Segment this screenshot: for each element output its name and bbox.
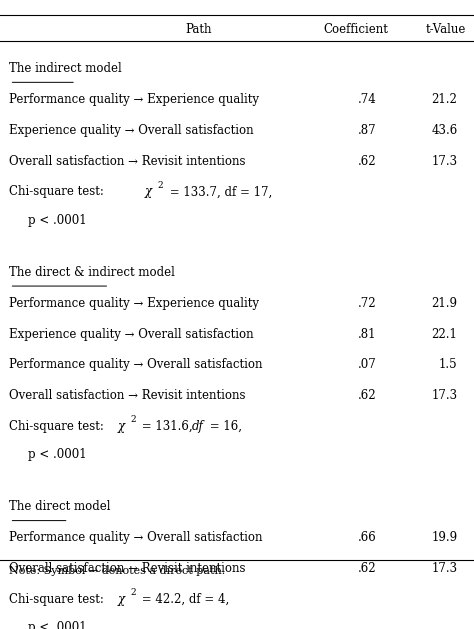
Text: Experience quality → Overall satisfaction: Experience quality → Overall satisfactio… xyxy=(9,328,254,340)
Text: .66: .66 xyxy=(358,532,377,544)
Text: Performance quality → Experience quality: Performance quality → Experience quality xyxy=(9,297,259,309)
Text: Chi-square test:: Chi-square test: xyxy=(9,186,119,198)
Text: p < .0001: p < .0001 xyxy=(28,214,87,227)
Text: t-Value: t-Value xyxy=(425,23,466,36)
Text: χ: χ xyxy=(118,593,125,606)
Text: χ: χ xyxy=(145,186,152,198)
Text: Experience quality → Overall satisfaction: Experience quality → Overall satisfactio… xyxy=(9,124,254,136)
Text: Performance quality → Experience quality: Performance quality → Experience quality xyxy=(9,93,259,106)
Text: The direct & indirect model: The direct & indirect model xyxy=(9,266,175,279)
Text: .62: .62 xyxy=(358,389,377,402)
Text: .07: .07 xyxy=(358,359,377,371)
Text: Overall satisfaction → Revisit intentions: Overall satisfaction → Revisit intention… xyxy=(9,562,246,575)
Text: 21.9: 21.9 xyxy=(431,297,457,309)
Text: Performance quality → Overall satisfaction: Performance quality → Overall satisfacti… xyxy=(9,359,263,371)
Text: Overall satisfaction → Revisit intentions: Overall satisfaction → Revisit intention… xyxy=(9,389,246,402)
Text: Overall satisfaction → Revisit intentions: Overall satisfaction → Revisit intention… xyxy=(9,155,246,167)
Text: 21.2: 21.2 xyxy=(431,93,457,106)
Text: 22.1: 22.1 xyxy=(431,328,457,340)
Text: Note: Symbol → denotes a direct path.: Note: Symbol → denotes a direct path. xyxy=(9,565,226,576)
Text: 2: 2 xyxy=(130,415,136,424)
Text: 19.9: 19.9 xyxy=(431,532,457,544)
Text: Performance quality → Overall satisfaction: Performance quality → Overall satisfacti… xyxy=(9,532,263,544)
Text: χ: χ xyxy=(118,420,125,433)
Text: .62: .62 xyxy=(358,562,377,575)
Text: 17.3: 17.3 xyxy=(431,562,457,575)
Text: .81: .81 xyxy=(358,328,377,340)
Text: 1.5: 1.5 xyxy=(439,359,457,371)
Text: Chi-square test:: Chi-square test: xyxy=(9,593,104,606)
Text: .72: .72 xyxy=(358,297,377,309)
Text: 2: 2 xyxy=(158,181,164,189)
Text: df: df xyxy=(192,420,204,433)
Text: 17.3: 17.3 xyxy=(431,155,457,167)
Text: .62: .62 xyxy=(358,155,377,167)
Text: p < .0001: p < .0001 xyxy=(28,621,87,629)
Text: = 42.2, df = 4,: = 42.2, df = 4, xyxy=(138,593,230,606)
Text: .87: .87 xyxy=(358,124,377,136)
Text: 17.3: 17.3 xyxy=(431,389,457,402)
Text: Path: Path xyxy=(186,23,212,36)
Text: = 16,: = 16, xyxy=(206,420,242,433)
Text: = 133.7, df = 17,: = 133.7, df = 17, xyxy=(166,186,272,198)
Text: The direct model: The direct model xyxy=(9,501,111,513)
Text: Chi-square test:: Chi-square test: xyxy=(9,420,104,433)
Text: 43.6: 43.6 xyxy=(431,124,457,136)
Text: 2: 2 xyxy=(130,588,136,597)
Text: = 131.6,: = 131.6, xyxy=(138,420,197,433)
Text: The indirect model: The indirect model xyxy=(9,62,122,75)
Text: p < .0001: p < .0001 xyxy=(28,448,87,461)
Text: Coefficient: Coefficient xyxy=(323,23,388,36)
Text: .74: .74 xyxy=(358,93,377,106)
